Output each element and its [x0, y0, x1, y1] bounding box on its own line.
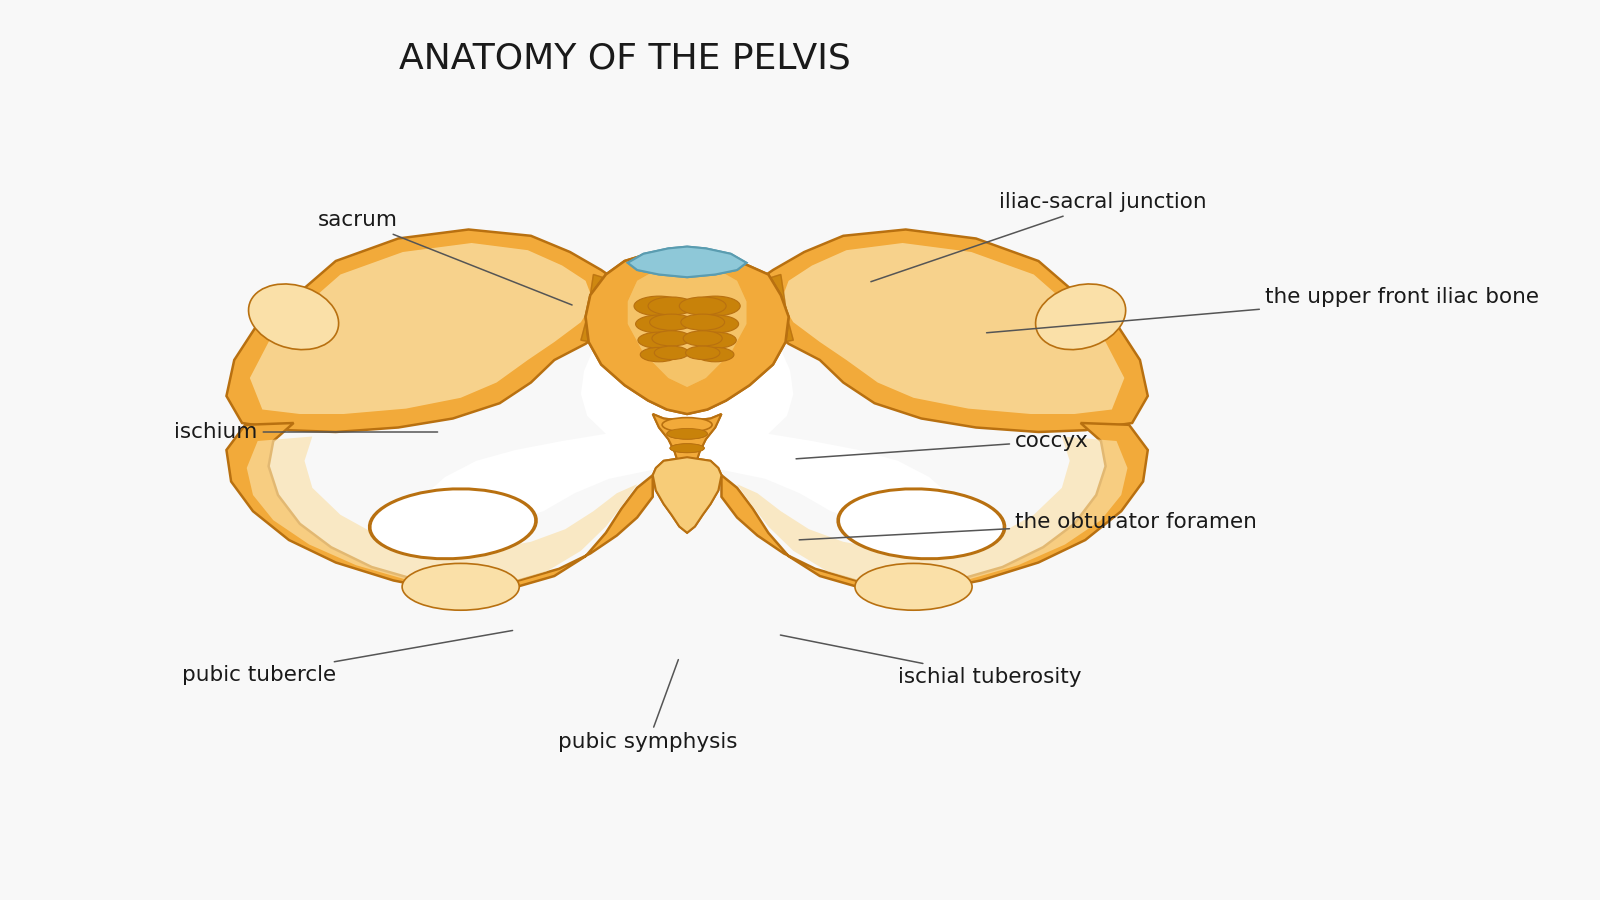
Polygon shape: [627, 266, 747, 387]
Ellipse shape: [634, 296, 683, 316]
Text: sacrum: sacrum: [318, 211, 573, 305]
Ellipse shape: [674, 459, 701, 466]
Text: pubic tubercle: pubic tubercle: [182, 631, 512, 685]
Ellipse shape: [402, 563, 520, 610]
Polygon shape: [627, 247, 747, 277]
Ellipse shape: [635, 315, 683, 333]
Text: iliac-sacral junction: iliac-sacral junction: [870, 193, 1206, 282]
Polygon shape: [749, 274, 794, 344]
Ellipse shape: [650, 314, 693, 330]
Text: pubic symphysis: pubic symphysis: [558, 660, 738, 752]
Ellipse shape: [656, 467, 680, 478]
Ellipse shape: [670, 444, 704, 453]
Polygon shape: [749, 230, 1147, 432]
Ellipse shape: [640, 347, 678, 362]
Text: ANATOMY OF THE PELVIS: ANATOMY OF THE PELVIS: [398, 41, 851, 76]
Polygon shape: [581, 274, 624, 344]
Polygon shape: [722, 423, 1147, 592]
Ellipse shape: [370, 489, 536, 559]
Ellipse shape: [248, 284, 339, 349]
Ellipse shape: [667, 428, 707, 439]
Ellipse shape: [694, 467, 717, 478]
Polygon shape: [627, 247, 747, 277]
Ellipse shape: [675, 472, 699, 479]
Text: ischial tuberosity: ischial tuberosity: [781, 635, 1082, 687]
Polygon shape: [653, 414, 722, 504]
Polygon shape: [738, 436, 1128, 587]
Polygon shape: [653, 414, 722, 504]
Polygon shape: [227, 423, 653, 592]
Polygon shape: [586, 250, 789, 414]
Ellipse shape: [662, 418, 712, 432]
Ellipse shape: [678, 484, 696, 491]
Ellipse shape: [1035, 284, 1126, 349]
Polygon shape: [246, 436, 637, 587]
Text: the upper front iliac bone: the upper front iliac bone: [987, 287, 1539, 333]
Polygon shape: [581, 274, 624, 344]
Ellipse shape: [667, 428, 707, 439]
Text: the obturator foramen: the obturator foramen: [798, 512, 1258, 540]
Ellipse shape: [854, 563, 973, 610]
Polygon shape: [653, 457, 722, 533]
Ellipse shape: [651, 331, 691, 346]
Text: ischium: ischium: [174, 422, 437, 442]
Polygon shape: [250, 243, 594, 414]
Ellipse shape: [678, 484, 696, 491]
Ellipse shape: [682, 314, 725, 330]
Ellipse shape: [690, 296, 741, 316]
Ellipse shape: [675, 472, 699, 479]
Polygon shape: [227, 230, 624, 432]
Ellipse shape: [654, 346, 688, 360]
Ellipse shape: [371, 490, 536, 558]
Ellipse shape: [670, 444, 704, 453]
Ellipse shape: [648, 297, 694, 315]
Ellipse shape: [694, 332, 736, 348]
Ellipse shape: [837, 489, 1005, 559]
Ellipse shape: [674, 459, 701, 466]
Ellipse shape: [685, 346, 720, 360]
Polygon shape: [424, 326, 949, 529]
Polygon shape: [749, 274, 794, 344]
Polygon shape: [627, 266, 747, 387]
Ellipse shape: [696, 347, 734, 362]
Ellipse shape: [638, 332, 680, 348]
Ellipse shape: [691, 315, 739, 333]
Ellipse shape: [683, 331, 722, 346]
Text: coccyx: coccyx: [797, 431, 1090, 459]
Polygon shape: [653, 457, 722, 533]
Ellipse shape: [838, 490, 1003, 558]
Polygon shape: [586, 250, 789, 414]
Ellipse shape: [680, 297, 726, 315]
Polygon shape: [781, 243, 1125, 414]
